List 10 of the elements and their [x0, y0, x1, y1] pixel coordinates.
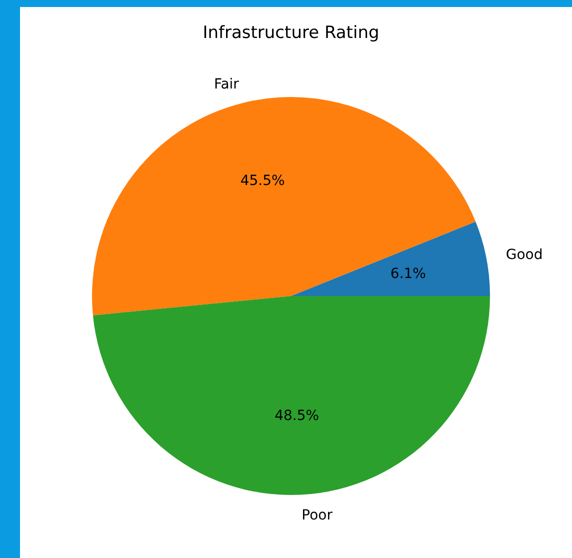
- pie-slice: [92, 296, 490, 495]
- slice-label: Good: [506, 247, 543, 264]
- data-label: 45.5%: [240, 172, 285, 189]
- slice-label: Poor: [302, 508, 333, 524]
- pie-slice: [291, 222, 490, 296]
- pie-slice: [92, 97, 476, 316]
- chart-title: Infrastructure Rating: [202, 23, 380, 43]
- data-label: 6.1%: [390, 266, 426, 282]
- slice-label: Fair: [214, 76, 240, 92]
- data-label: 48.5%: [274, 408, 320, 424]
